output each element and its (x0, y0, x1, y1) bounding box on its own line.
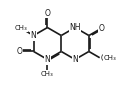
Text: N: N (72, 55, 78, 64)
Text: CH₃: CH₃ (41, 71, 54, 77)
Text: NH: NH (69, 23, 81, 32)
Text: O: O (98, 24, 104, 33)
Text: CH₃: CH₃ (103, 55, 116, 61)
Text: N: N (45, 55, 50, 64)
Text: O: O (45, 9, 50, 18)
Text: O: O (16, 47, 22, 56)
Text: O: O (101, 54, 106, 63)
Text: N: N (31, 31, 36, 40)
Text: CH₃: CH₃ (15, 25, 28, 31)
